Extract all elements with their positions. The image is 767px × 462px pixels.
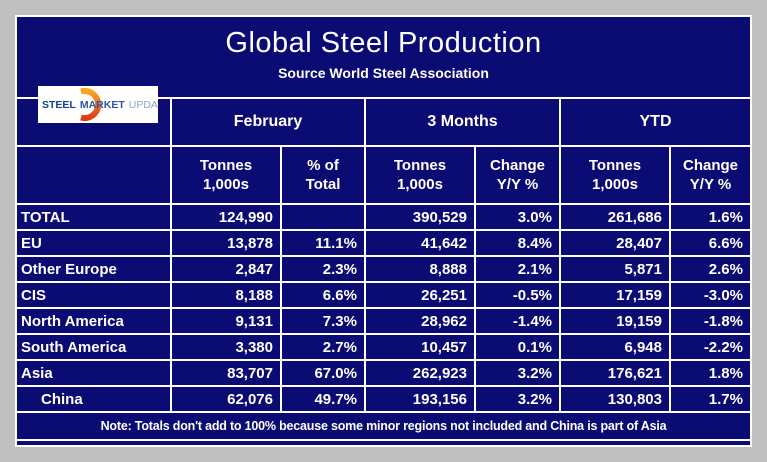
table-note-row: Note: Totals don't add to 100% because s… <box>15 411 752 441</box>
feb-pct-cell: 2.3% <box>280 255 366 283</box>
feb-tonnes-cell: 9,131 <box>170 307 282 335</box>
column-group-february: February <box>170 97 366 147</box>
table-row-cis: CIS 8,188 6.6% 26,251 -0.5% 17,159 -3.0% <box>15 281 752 309</box>
ytd-change-cell: -3.0% <box>669 281 752 309</box>
table-group-header-row: February 3 Months YTD <box>15 97 752 147</box>
feb-tonnes-cell: 83,707 <box>170 359 282 387</box>
logo-arc-icon <box>80 88 102 121</box>
table-row-other-europe: Other Europe 2,847 2.3% 8,888 2.1% 5,871… <box>15 255 752 283</box>
column-group-3months: 3 Months <box>364 97 561 147</box>
feb-pct-cell: 11.1% <box>280 229 366 257</box>
col-feb-pct: % of Total <box>280 145 366 205</box>
3m-change-cell: -1.4% <box>474 307 561 335</box>
3m-tonnes-cell: 8,888 <box>364 255 476 283</box>
ytd-tonnes-cell: 130,803 <box>559 385 671 413</box>
ytd-change-cell: -1.8% <box>669 307 752 335</box>
ytd-change-cell: -2.2% <box>669 333 752 361</box>
ytd-change-cell: 1.8% <box>669 359 752 387</box>
column-group-ytd: YTD <box>559 97 752 147</box>
feb-tonnes-cell: 2,847 <box>170 255 282 283</box>
source-subtitle: Source World Steel Association <box>278 65 489 81</box>
feb-pct-cell: 2.7% <box>280 333 366 361</box>
table-row-north-america: North America 9,131 7.3% 28,962 -1.4% 19… <box>15 307 752 335</box>
row-label: EU <box>15 229 172 257</box>
ytd-change-cell: 1.6% <box>669 203 752 231</box>
3m-change-cell: 8.4% <box>474 229 561 257</box>
steel-production-panel: Global Steel Production Source World Ste… <box>15 15 752 447</box>
3m-tonnes-cell: 41,642 <box>364 229 476 257</box>
3m-change-cell: 0.1% <box>474 333 561 361</box>
feb-pct-cell: 49.7% <box>280 385 366 413</box>
ytd-tonnes-cell: 19,159 <box>559 307 671 335</box>
ytd-tonnes-cell: 17,159 <box>559 281 671 309</box>
subheader-blank-cell <box>15 145 172 205</box>
ytd-change-cell: 1.7% <box>669 385 752 413</box>
logo-wordmark: STEEL MARKET UPDATE <box>42 86 158 123</box>
steel-market-update-logo: STEEL MARKET UPDATE <box>38 86 158 123</box>
3m-change-cell: 3.2% <box>474 359 561 387</box>
3m-tonnes-cell: 28,962 <box>364 307 476 335</box>
steel-production-table: February 3 Months YTD Tonnes 1,000s % of… <box>15 97 752 441</box>
3m-tonnes-cell: 10,457 <box>364 333 476 361</box>
row-label: CIS <box>15 281 172 309</box>
3m-tonnes-cell: 193,156 <box>364 385 476 413</box>
feb-pct-cell <box>280 203 366 231</box>
3m-tonnes-cell: 390,529 <box>364 203 476 231</box>
feb-tonnes-cell: 124,990 <box>170 203 282 231</box>
3m-change-cell: 3.0% <box>474 203 561 231</box>
row-label: China <box>15 385 172 413</box>
table-row-asia: Asia 83,707 67.0% 262,923 3.2% 176,621 1… <box>15 359 752 387</box>
ytd-tonnes-cell: 6,948 <box>559 333 671 361</box>
col-ytd-tonnes: Tonnes 1,000s <box>559 145 671 205</box>
logo-word-market: MARKET <box>79 98 125 111</box>
feb-pct-cell: 67.0% <box>280 359 366 387</box>
table-row-eu: EU 13,878 11.1% 41,642 8.4% 28,407 6.6% <box>15 229 752 257</box>
table-subheader-row: Tonnes 1,000s % of Total Tonnes 1,000s C… <box>15 145 752 205</box>
3m-change-cell: 3.2% <box>474 385 561 413</box>
table-row-china: China 62,076 49.7% 193,156 3.2% 130,803 … <box>15 385 752 413</box>
col-ytd-change: Change Y/Y % <box>669 145 752 205</box>
ytd-change-cell: 6.6% <box>669 229 752 257</box>
3m-change-cell: -0.5% <box>474 281 561 309</box>
feb-pct-cell: 7.3% <box>280 307 366 335</box>
ytd-tonnes-cell: 5,871 <box>559 255 671 283</box>
feb-tonnes-cell: 8,188 <box>170 281 282 309</box>
logo-word-steel: STEEL <box>42 98 76 111</box>
row-label: South America <box>15 333 172 361</box>
feb-tonnes-cell: 3,380 <box>170 333 282 361</box>
feb-tonnes-cell: 13,878 <box>170 229 282 257</box>
footnote-text: Note: Totals don't add to 100% because s… <box>15 411 752 441</box>
feb-tonnes-cell: 62,076 <box>170 385 282 413</box>
col-3m-change: Change Y/Y % <box>474 145 561 205</box>
3m-tonnes-cell: 262,923 <box>364 359 476 387</box>
ytd-tonnes-cell: 261,686 <box>559 203 671 231</box>
3m-change-cell: 2.1% <box>474 255 561 283</box>
col-feb-tonnes: Tonnes 1,000s <box>170 145 282 205</box>
table-row-south-america: South America 3,380 2.7% 10,457 0.1% 6,9… <box>15 333 752 361</box>
feb-pct-cell: 6.6% <box>280 281 366 309</box>
table-row-total: TOTAL 124,990 390,529 3.0% 261,686 1.6% <box>15 203 752 231</box>
3m-tonnes-cell: 26,251 <box>364 281 476 309</box>
page-title: Global Steel Production <box>225 27 542 59</box>
ytd-tonnes-cell: 176,621 <box>559 359 671 387</box>
row-label: Other Europe <box>15 255 172 283</box>
col-3m-tonnes: Tonnes 1,000s <box>364 145 476 205</box>
row-label: Asia <box>15 359 172 387</box>
ytd-change-cell: 2.6% <box>669 255 752 283</box>
row-label: North America <box>15 307 172 335</box>
row-label: TOTAL <box>15 203 172 231</box>
logo-word-update: UPDATE <box>128 98 158 111</box>
ytd-tonnes-cell: 28,407 <box>559 229 671 257</box>
